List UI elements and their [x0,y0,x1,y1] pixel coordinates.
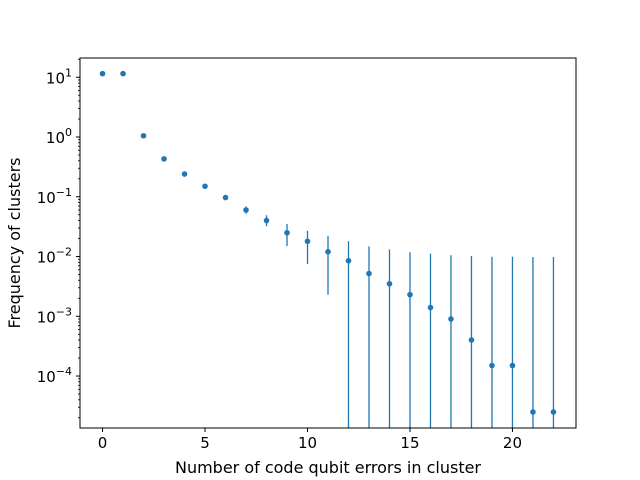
data-point [468,337,475,343]
x-tick-label: 10 [298,434,317,452]
plot-frame [79,57,577,429]
data-point [243,207,249,213]
y-tick-label: 10−2 [37,246,72,267]
y-tick-label: 100 [46,126,72,147]
y-tick-base: 10 [46,129,65,147]
y-tick-base: 10 [46,69,65,87]
data-point [120,70,126,77]
y-tick-base: 10 [37,368,56,386]
data-markers [99,70,557,415]
y-tick-exponent: 1 [65,66,72,79]
y-tick-base: 10 [37,249,56,267]
y-tick-label: 101 [46,66,72,87]
data-point [325,248,331,255]
data-point [550,409,557,415]
x-tick-label: 15 [400,434,419,452]
y-tick-base: 10 [37,308,56,326]
data-point [202,183,208,190]
data-point [509,362,516,369]
data-point [284,229,290,236]
data-point [489,362,495,369]
y-tick-exponent: −4 [56,365,72,378]
x-tick-label: 0 [98,434,108,452]
data-point [304,238,311,245]
x-tick-label: 5 [200,434,210,452]
y-tick-label: 10−3 [37,305,72,326]
data-point [366,270,372,277]
y-tick-base: 10 [37,189,56,207]
data-point [181,171,188,177]
y-tick-exponent: −1 [56,186,72,199]
y-tick-exponent: −3 [56,305,72,318]
y-tick-label: 10−4 [37,365,72,386]
data-point [386,280,393,287]
y-tick-exponent: −2 [56,246,72,259]
x-axis-ticks: 0 5 10 15 20 [98,428,522,452]
data-point [140,132,147,139]
y-tick-exponent: 0 [65,126,72,139]
data-point [427,304,434,311]
data-point [99,70,106,77]
data-point [530,409,536,415]
x-tick-label: 20 [503,434,522,452]
data-point [448,316,454,322]
data-point [345,257,352,264]
data-point [407,291,413,298]
data-point [222,194,229,201]
x-axis-label: Number of code qubit errors in cluster [175,458,481,477]
data-point [263,217,270,224]
y-axis-label: Frequency of clusters [5,158,24,329]
y-tick-label: 10−1 [37,186,72,207]
data-point [161,156,167,162]
